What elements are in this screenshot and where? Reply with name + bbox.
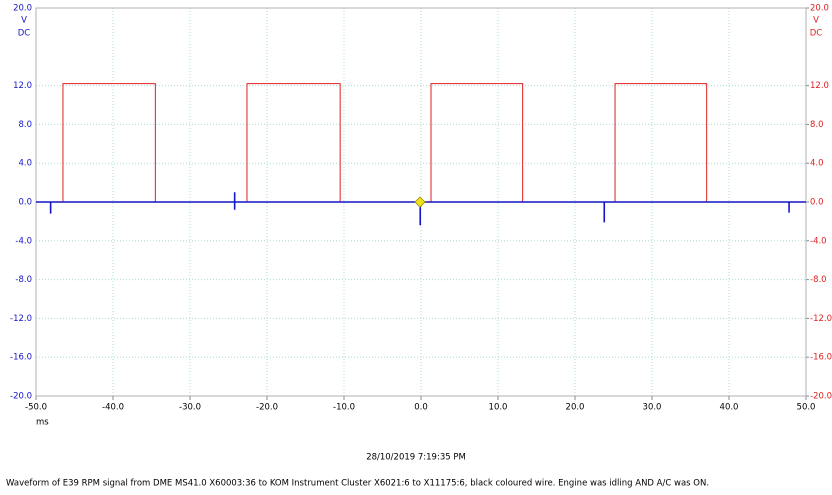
x-tick-label: 20.0	[566, 403, 585, 413]
y2-tick-label: 20.0	[810, 4, 829, 14]
y-tick-label: -16.0	[10, 353, 32, 363]
y-tick-label: 12.0	[13, 81, 32, 91]
y2-tick-label: 0.0	[810, 198, 824, 208]
y2-mode: DC	[810, 29, 823, 39]
x-axis-label: ms	[36, 418, 49, 428]
y-tick-label: -20.0	[10, 392, 32, 402]
x-tick-label: -30.0	[179, 403, 201, 413]
timestamp: 28/10/2019 7:19:35 PM	[366, 453, 466, 463]
labels: -50.0 -40.0 -30.0 -20.0 -10.0 0.0 10.0 20.0 30.0…	[10, 4, 832, 413]
y-tick-label: 0.0	[18, 198, 32, 208]
x-tick-label: -10.0	[333, 403, 355, 413]
y-tick-label: -8.0	[15, 275, 32, 285]
y-tick-label: 8.0	[18, 120, 32, 130]
y2-tick-label: -4.0	[810, 236, 827, 246]
x-tick-label: -50.0	[25, 403, 47, 413]
y2-tick-label: 12.0	[810, 81, 829, 91]
x-tick-label: -20.0	[256, 403, 278, 413]
y-tick-label: 4.0	[18, 159, 32, 169]
y2-tick-label: 8.0	[810, 120, 824, 130]
y-mode: DC	[18, 29, 31, 39]
y2-tick-label: -16.0	[810, 353, 832, 363]
y-unit: V	[21, 16, 27, 26]
x-tick-label: 40.0	[720, 403, 739, 413]
trigger-marker	[414, 196, 426, 208]
y-tick-label: -12.0	[10, 314, 32, 324]
y2-unit: V	[813, 16, 819, 26]
y2-tick-label: -20.0	[810, 392, 832, 402]
caption: Waveform of E39 RPM signal from DME MS41…	[6, 479, 709, 489]
y-tick-label: 20.0	[13, 4, 32, 14]
waveforms	[36, 83, 806, 226]
y2-tick-label: -8.0	[810, 275, 827, 285]
y2-tick-label: 4.0	[810, 159, 824, 169]
x-tick-label: 30.0	[643, 403, 662, 413]
y2-tick-label: -12.0	[810, 314, 832, 324]
y-tick-label: -4.0	[15, 236, 32, 246]
x-tick-label: 10.0	[489, 403, 508, 413]
x-tick-label: 0.0	[414, 403, 428, 413]
x-tick-label: -40.0	[102, 403, 124, 413]
waveform-line	[36, 192, 806, 226]
x-tick-label: 50.0	[797, 403, 816, 413]
